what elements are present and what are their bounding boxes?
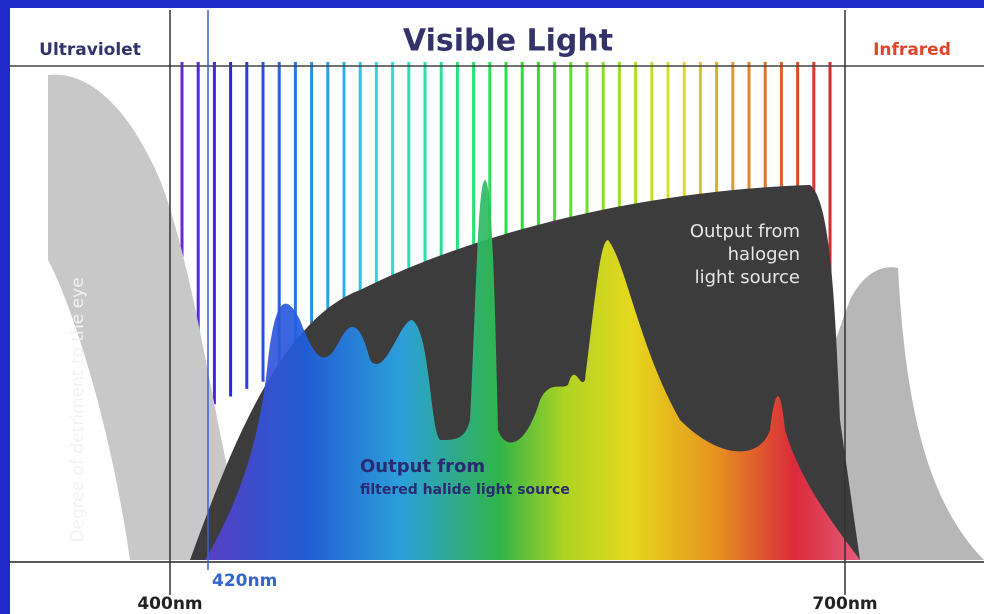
halogen-line: halogen [728,244,800,265]
ultraviolet-label: Ultraviolet [39,40,141,60]
infrared-label: Infrared [873,40,951,60]
diagram: Ultraviolet Visible Light Infrared Degre… [0,0,984,614]
label-400: 400nm [137,594,202,614]
halogen-line: light source [695,267,800,288]
halide-line: filtered halide light source [360,482,570,498]
halogen-line: Output from [690,221,800,242]
label-700: 700nm [812,594,877,614]
title: Visible Light [403,24,613,59]
halide-line: Output from [360,456,485,477]
label-420: 420nm [212,571,277,591]
axis-label: Degree of detriment to the eye [68,277,88,542]
